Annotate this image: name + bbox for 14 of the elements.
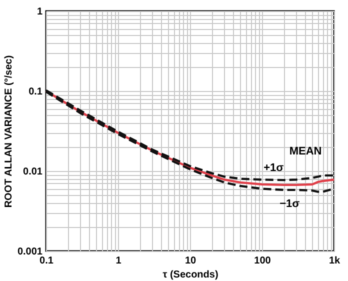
annotation: −1σ xyxy=(280,198,300,210)
x-tick-label: 100 xyxy=(254,256,272,266)
x-tick-label: 1 xyxy=(116,256,122,266)
y-tick-label: 1 xyxy=(36,6,43,18)
x-tick-label: 1k xyxy=(328,256,340,266)
annotation: MEAN xyxy=(289,145,322,158)
y-tick-label: 0.01 xyxy=(23,166,43,178)
y-tick-label: 0.001 xyxy=(17,246,43,258)
y-tick-label: 0.1 xyxy=(28,86,43,98)
x-axis-title: τ (Seconds) xyxy=(162,270,218,280)
x-tick-label: 0.1 xyxy=(40,256,54,266)
y-axis-title: ROOT ALLAN VARIANCE (°/sec) xyxy=(3,55,14,208)
x-tick-label: 10 xyxy=(184,256,196,266)
annotation: +1σ xyxy=(264,162,284,174)
